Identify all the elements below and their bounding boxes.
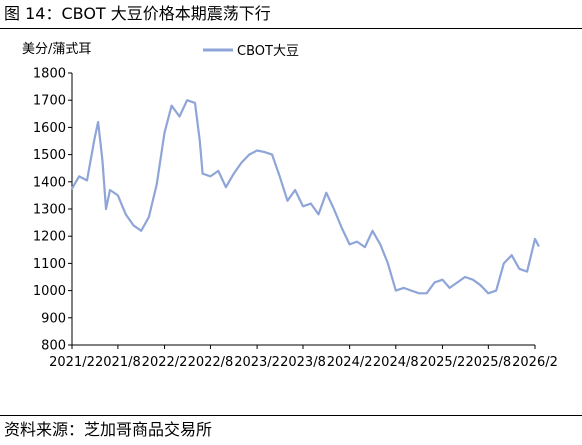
y-tick-label: 1300 (33, 203, 66, 218)
y-tick-label: 900 (41, 311, 66, 326)
line-chart: 美分/蒲式耳 CBOT大豆 800 900 1000 1100 1200 1300 1400… (22, 42, 558, 370)
source-note: 资料来源：芝加哥商品交易所 (4, 420, 213, 439)
series-layer (70, 99, 540, 295)
y-tick-label: 1100 (33, 257, 66, 272)
x-tick-label: 2025/2 (420, 355, 466, 370)
y-tick-label: 1500 (33, 148, 66, 163)
x-tick-label: 2023/8 (280, 355, 326, 370)
x-axis: 2021/2 2021/8 2022/2 2022/8 2023/2 2023/8 2024… (49, 344, 558, 370)
source-rule (0, 415, 582, 416)
y-tick-label: 1400 (33, 175, 66, 190)
x-tick-label: 2022/2 (142, 355, 188, 370)
x-tick-label: 2024/8 (373, 355, 419, 370)
y-tick-label: 1200 (33, 230, 66, 245)
y-tick-label: 1600 (33, 121, 66, 136)
legend: CBOT大豆 (203, 44, 299, 59)
y-axis: 800 900 1000 1100 1200 1300 1400 1500 1600 1700 18… (33, 67, 73, 354)
x-tick-label: 2021/2 (49, 355, 95, 370)
x-tick-label: 2022/8 (188, 355, 234, 370)
y-tick-label: 1700 (33, 94, 66, 109)
y-tick-label: 1800 (33, 67, 66, 82)
y-tick-label: 1000 (33, 284, 66, 299)
y-axis-label: 美分/蒲式耳 (22, 42, 91, 57)
figure-title: 图 14：CBOT 大豆价格本期震荡下行 (4, 4, 271, 23)
series-line-0 (70, 99, 540, 295)
x-tick-label: 2023/2 (234, 355, 280, 370)
x-tick-label: 2024/2 (327, 355, 373, 370)
y-tick-label: 800 (41, 339, 66, 354)
title-rule (0, 28, 582, 29)
x-tick-label: 2026/2 (512, 355, 558, 370)
x-tick-label: 2021/8 (95, 355, 141, 370)
legend-entry: CBOT大豆 (237, 44, 299, 59)
x-tick-label: 2025/8 (465, 355, 511, 370)
